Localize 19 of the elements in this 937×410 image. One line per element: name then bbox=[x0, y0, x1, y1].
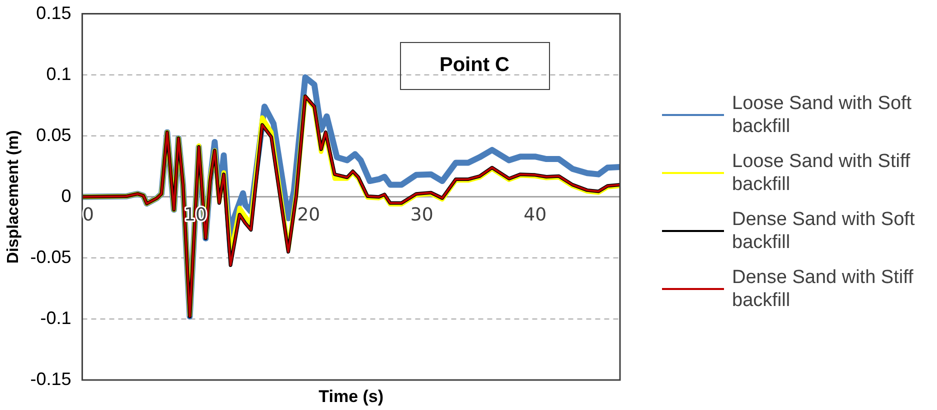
legend-label: Dense Sand with Stiff backfill bbox=[732, 266, 914, 312]
legend-label: Dense Sand with Soft backfill bbox=[732, 208, 916, 254]
y-tick-label: -0.1 bbox=[40, 308, 72, 328]
annotation: Point C bbox=[400, 42, 550, 90]
x-tick-label: 10 bbox=[184, 204, 207, 226]
y-tick-label: 0.05 bbox=[36, 124, 72, 145]
legend-label: Loose Sand with Stiff backfill bbox=[732, 150, 912, 196]
y-tick-label: 0.15 bbox=[36, 2, 72, 23]
y-tick-label: 0.1 bbox=[46, 64, 72, 84]
x-axis-title: Time (s) bbox=[318, 387, 384, 406]
x-tick-label: 30 bbox=[410, 204, 434, 226]
x-tick-label: 40 bbox=[524, 204, 547, 226]
y-tick-label: -0.05 bbox=[30, 246, 72, 267]
y-axis-title: Displacement (m) bbox=[5, 130, 22, 264]
x-tick-label: 20 bbox=[297, 204, 320, 226]
x-tick-label: 0 bbox=[82, 204, 94, 226]
y-tick-label: 0 bbox=[61, 186, 72, 206]
y-tick-label: -0.15 bbox=[30, 368, 72, 389]
legend-label: Loose Sand with Soft backfill bbox=[732, 92, 913, 138]
